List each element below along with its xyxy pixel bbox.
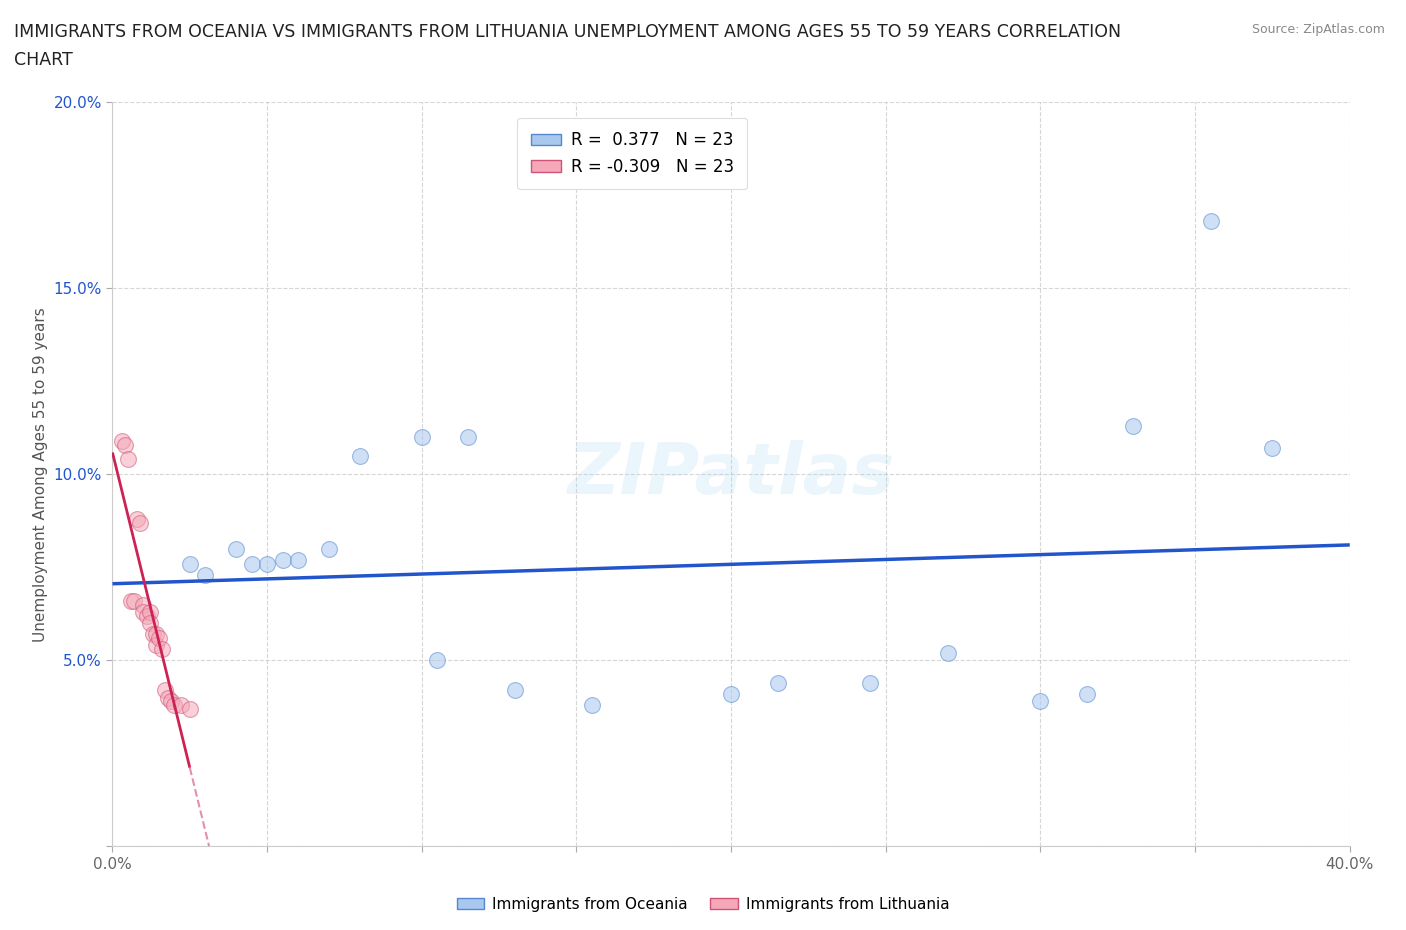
Legend: R =  0.377   N = 23, R = -0.309   N = 23: R = 0.377 N = 23, R = -0.309 N = 23 [517, 118, 747, 189]
Point [122, 593, 145, 608]
Point [1076, 686, 1098, 701]
Point [145, 627, 167, 642]
Point [120, 593, 142, 608]
Point [150, 642, 173, 657]
Point [287, 552, 309, 567]
Point [503, 683, 526, 698]
Point [179, 556, 201, 571]
Point [114, 437, 136, 452]
Point [766, 675, 789, 690]
Point [256, 556, 278, 571]
Point [225, 541, 247, 556]
Point [720, 686, 742, 701]
Point [240, 556, 263, 571]
Point [157, 690, 180, 705]
Point [1122, 418, 1144, 433]
Point [457, 430, 479, 445]
Legend: Immigrants from Oceania, Immigrants from Lithuania: Immigrants from Oceania, Immigrants from… [451, 891, 955, 918]
Point [148, 631, 170, 645]
Point [179, 701, 201, 716]
Text: ZIPatlas: ZIPatlas [568, 440, 894, 509]
Point [127, 512, 149, 526]
Text: IMMIGRANTS FROM OCEANIA VS IMMIGRANTS FROM LITHUANIA UNEMPLOYMENT AMONG AGES 55 : IMMIGRANTS FROM OCEANIA VS IMMIGRANTS FR… [14, 23, 1121, 41]
Point [160, 694, 183, 709]
Point [129, 515, 152, 530]
Point [411, 430, 433, 445]
Point [349, 448, 371, 463]
Point [132, 604, 155, 619]
Point [153, 683, 176, 698]
Point [1029, 694, 1052, 709]
Point [1199, 214, 1222, 229]
Point [142, 627, 165, 642]
Point [581, 698, 603, 712]
Point [271, 552, 294, 567]
Point [1261, 441, 1284, 456]
Point [132, 597, 155, 612]
Point [135, 608, 157, 623]
Point [318, 541, 340, 556]
Point [936, 645, 959, 660]
Point [194, 567, 217, 582]
Point [138, 616, 160, 631]
Y-axis label: Unemployment Among Ages 55 to 59 years: Unemployment Among Ages 55 to 59 years [34, 307, 48, 642]
Point [169, 698, 191, 712]
Point [145, 638, 167, 653]
Point [117, 452, 139, 467]
Text: Source: ZipAtlas.com: Source: ZipAtlas.com [1251, 23, 1385, 36]
Point [859, 675, 882, 690]
Point [163, 698, 186, 712]
Point [426, 653, 449, 668]
Point [111, 433, 134, 448]
Point [138, 604, 160, 619]
Text: CHART: CHART [14, 51, 73, 69]
